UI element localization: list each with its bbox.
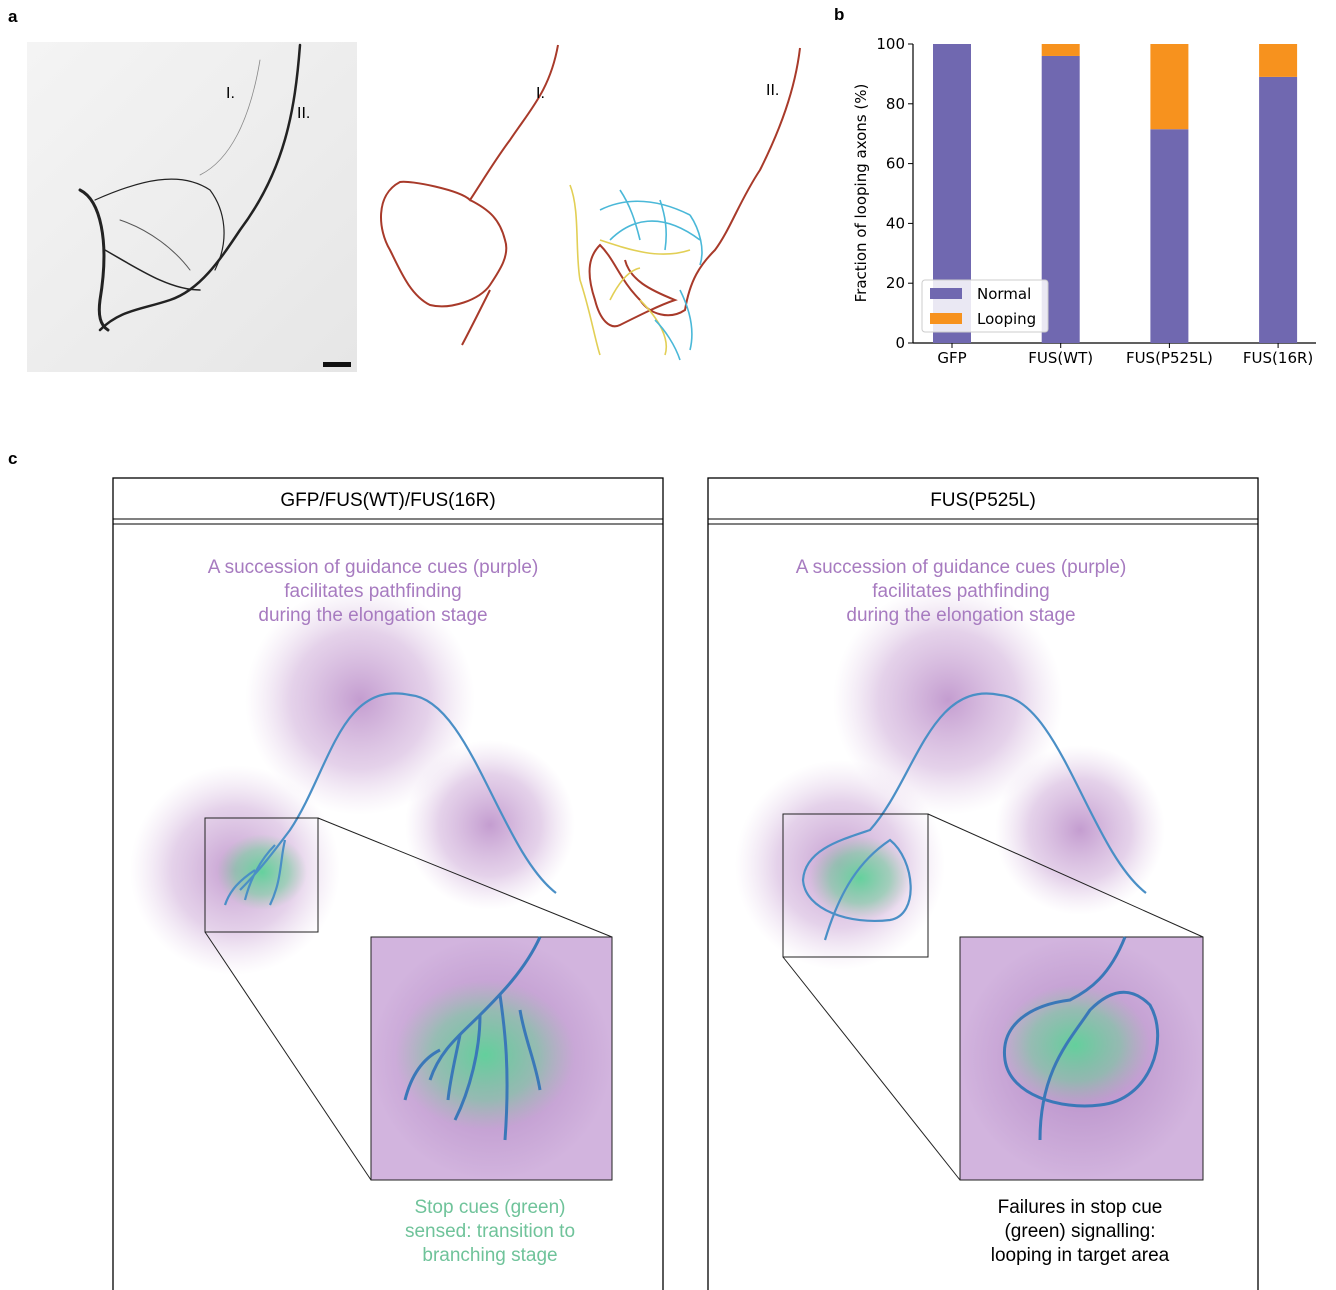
y-tick-label: 60 xyxy=(886,155,905,173)
caption-top: A succession of guidance cues (purple) xyxy=(796,557,1127,578)
tracing-label: II. xyxy=(766,82,779,99)
caption-top: facilitates pathfinding xyxy=(872,581,1049,602)
tracing xyxy=(381,45,800,360)
panel-header: GFP/FUS(WT)/FUS(16R) xyxy=(280,490,495,511)
y-tick-label: 0 xyxy=(895,334,905,352)
panel-header: FUS(P525L) xyxy=(930,490,1036,511)
bar-segment xyxy=(1259,44,1297,77)
caption-bottom: (green) signalling: xyxy=(1004,1221,1155,1242)
legend-swatch xyxy=(930,288,962,299)
y-tick-label: 80 xyxy=(886,95,905,113)
micrograph xyxy=(27,42,357,372)
y-axis-label: Fraction of looping axons (%) xyxy=(852,84,870,303)
y-tick-label: 40 xyxy=(886,214,905,232)
caption-bottom: Failures in stop cue xyxy=(998,1197,1163,1218)
bar-segment xyxy=(1150,129,1188,343)
legend-swatch xyxy=(930,313,962,324)
x-tick-label: FUS(16R) xyxy=(1243,349,1313,367)
panel-label: a xyxy=(8,7,18,26)
caption-bottom: branching stage xyxy=(422,1245,557,1266)
legend-label: Normal xyxy=(977,285,1031,303)
caption-top: A succession of guidance cues (purple) xyxy=(208,557,539,578)
caption-bottom: looping in target area xyxy=(991,1245,1170,1266)
caption-top: during the elongation stage xyxy=(846,605,1075,626)
bar-chart: Fraction of looping axons (%) 0 20 40 60 80 1… xyxy=(852,35,1316,367)
caption-top: during the elongation stage xyxy=(258,605,487,626)
panel-label: b xyxy=(834,5,844,24)
caption-top: facilitates pathfinding xyxy=(284,581,461,602)
caption-bottom: sensed: transition to xyxy=(405,1221,575,1242)
bar-segment xyxy=(1150,44,1188,129)
tracing-label: I. xyxy=(536,85,545,102)
bar-segment xyxy=(1259,77,1297,343)
y-tick-label: 20 xyxy=(886,274,905,292)
bar-segment xyxy=(1042,44,1080,56)
y-tick-label: 100 xyxy=(876,35,905,53)
figure: a b c I. II. I. II. Fraction of looping … xyxy=(0,0,1336,1290)
x-tick-label: FUS(P525L) xyxy=(1126,349,1213,367)
x-tick-label: GFP xyxy=(937,349,966,367)
image-label: I. xyxy=(226,85,235,102)
legend-label: Looping xyxy=(977,310,1036,328)
panel-label: c xyxy=(8,449,17,468)
x-tick-label: FUS(WT) xyxy=(1028,349,1093,367)
image-label: II. xyxy=(297,105,310,122)
caption-bottom: Stop cues (green) xyxy=(414,1197,565,1218)
